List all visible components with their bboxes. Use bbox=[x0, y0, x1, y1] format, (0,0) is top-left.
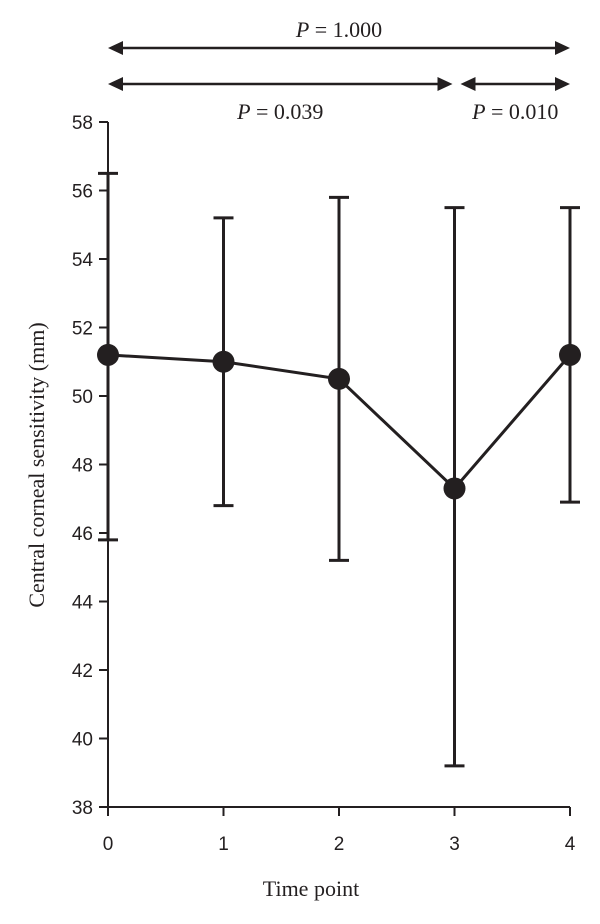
x-tick-label: 1 bbox=[218, 834, 229, 855]
data-point bbox=[328, 367, 350, 390]
p-value-text: = 0.039 bbox=[251, 99, 324, 124]
p-value-label: P = 0.010 bbox=[471, 99, 558, 124]
arrowhead-left bbox=[460, 77, 476, 91]
y-tick-label: 56 bbox=[72, 182, 93, 203]
x-axis-label: Time point bbox=[263, 876, 359, 901]
data-point bbox=[212, 350, 235, 373]
p-value-text: = 1.000 bbox=[309, 17, 382, 42]
arrowhead-right bbox=[437, 77, 453, 91]
p-symbol: P bbox=[295, 17, 309, 42]
arrowhead-right bbox=[555, 41, 570, 55]
y-tick-label: 50 bbox=[72, 387, 93, 408]
x-tick-label: 0 bbox=[103, 834, 114, 855]
comparison-bracket: P = 0.039 bbox=[108, 77, 453, 124]
y-axis-label: Central corneal sensitivity (mm) bbox=[24, 322, 49, 607]
x-tick-label: 3 bbox=[449, 834, 460, 855]
comparison-bracket: P = 0.010 bbox=[460, 77, 570, 124]
y-tick-label: 40 bbox=[72, 730, 93, 751]
data-point bbox=[559, 343, 581, 366]
y-tick-label: 44 bbox=[72, 593, 94, 614]
p-symbol: P bbox=[471, 99, 485, 124]
p-value-label: P = 0.039 bbox=[236, 99, 323, 124]
comparison-bracket: P = 1.000 bbox=[108, 17, 570, 55]
x-tick-label: 2 bbox=[334, 834, 345, 855]
y-ticks: 38 40 42 44 46 48 50 52 54 56 58 bbox=[72, 113, 108, 819]
y-tick-label: 42 bbox=[72, 661, 93, 682]
data-point bbox=[443, 477, 466, 500]
y-tick-label: 38 bbox=[72, 798, 93, 819]
y-tick-label: 58 bbox=[72, 113, 93, 134]
y-tick-label: 48 bbox=[72, 456, 93, 477]
y-tick-label: 52 bbox=[72, 319, 93, 340]
x-ticks: 0 1 2 3 4 bbox=[103, 807, 576, 855]
p-symbol: P bbox=[236, 99, 250, 124]
error-bars bbox=[98, 171, 580, 768]
data-series bbox=[97, 343, 581, 500]
arrowhead-right bbox=[555, 77, 570, 91]
y-tick-label: 54 bbox=[72, 250, 94, 271]
x-tick-label: 4 bbox=[565, 834, 576, 855]
p-value-text: = 0.010 bbox=[486, 99, 559, 124]
p-value-label: P = 1.000 bbox=[295, 17, 382, 42]
y-tick-label: 46 bbox=[72, 524, 93, 545]
arrowhead-left bbox=[108, 77, 123, 91]
data-point bbox=[97, 343, 119, 366]
arrowhead-left bbox=[108, 41, 123, 55]
